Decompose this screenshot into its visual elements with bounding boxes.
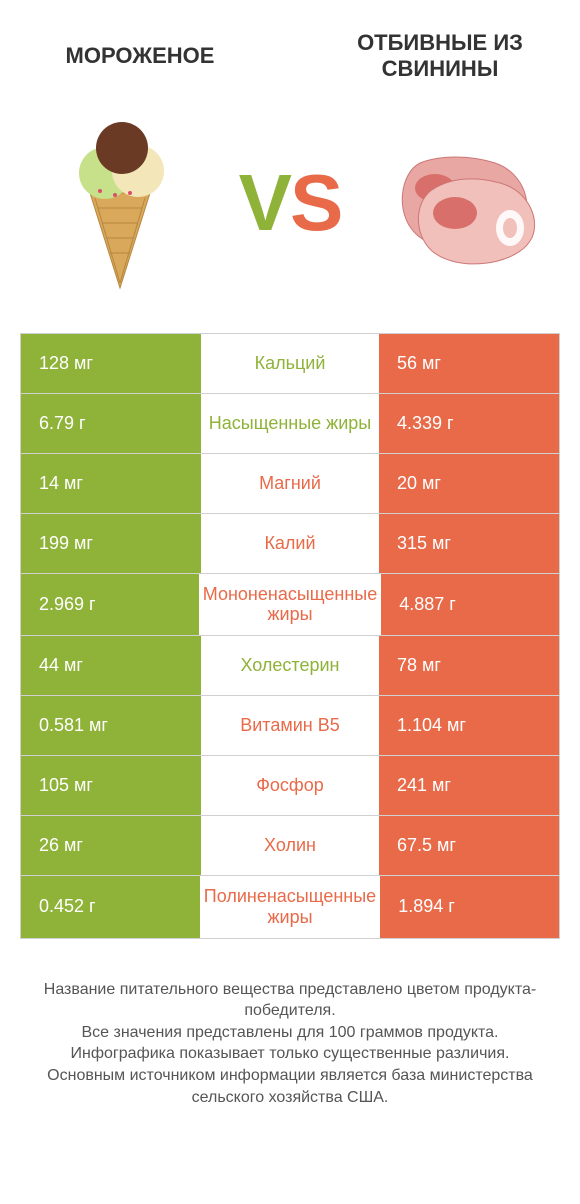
cell-right-value: 4.887 г <box>381 574 559 635</box>
comparison-table: 128 мгКальций56 мг6.79 гНасыщенные жиры4… <box>20 333 560 939</box>
footnote-line: Название питательного вещества представл… <box>30 979 550 1022</box>
table-row: 105 мгФосфор241 мг <box>21 755 559 815</box>
table-row: 2.969 гМононенасыщенные жиры4.887 г <box>21 573 559 635</box>
cell-left-value: 14 мг <box>21 454 201 513</box>
footnote-line: Основным источником информации является … <box>30 1065 550 1108</box>
vs-v-letter: V <box>239 158 290 247</box>
cell-left-value: 128 мг <box>21 334 201 393</box>
table-row: 14 мгМагний20 мг <box>21 453 559 513</box>
table-row: 0.452 гПолиненасыщенные жиры1.894 г <box>21 875 559 937</box>
pork-chop-icon <box>380 113 540 293</box>
footnote-line: Инфографика показывает только существенн… <box>30 1043 550 1065</box>
footnote-line: Все значения представлены для 100 граммо… <box>30 1022 550 1044</box>
cell-nutrient-label: Фосфор <box>201 756 379 815</box>
cell-left-value: 2.969 г <box>21 574 199 635</box>
table-row: 26 мгХолин67.5 мг <box>21 815 559 875</box>
cell-right-value: 1.894 г <box>380 876 559 937</box>
cell-right-value: 20 мг <box>379 454 559 513</box>
vs-label: VS <box>239 163 342 243</box>
cell-right-value: 56 мг <box>379 334 559 393</box>
ice-cream-icon <box>40 113 200 293</box>
cell-left-value: 0.581 мг <box>21 696 201 755</box>
title-left: МОРОЖЕНОЕ <box>30 43 250 69</box>
cell-left-value: 26 мг <box>21 816 201 875</box>
cell-right-value: 1.104 мг <box>379 696 559 755</box>
cell-right-value: 241 мг <box>379 756 559 815</box>
cell-left-value: 199 мг <box>21 514 201 573</box>
cell-nutrient-label: Полиненасыщенные жиры <box>200 876 380 937</box>
cell-nutrient-label: Витамин B5 <box>201 696 379 755</box>
cell-right-value: 67.5 мг <box>379 816 559 875</box>
table-row: 44 мгХолестерин78 мг <box>21 635 559 695</box>
cell-left-value: 6.79 г <box>21 394 201 453</box>
cell-right-value: 78 мг <box>379 636 559 695</box>
title-right: ОТБИВНЫЕ ИЗ СВИНИНЫ <box>330 30 550 83</box>
footnote: Название питательного вещества представл… <box>30 979 550 1109</box>
cell-nutrient-label: Мононенасыщенные жиры <box>199 574 381 635</box>
cell-right-value: 315 мг <box>379 514 559 573</box>
cell-nutrient-label: Кальций <box>201 334 379 393</box>
cell-left-value: 0.452 г <box>21 876 200 937</box>
cell-right-value: 4.339 г <box>379 394 559 453</box>
table-row: 0.581 мгВитамин B51.104 мг <box>21 695 559 755</box>
images-row: VS <box>0 93 580 333</box>
cell-left-value: 44 мг <box>21 636 201 695</box>
table-row: 6.79 гНасыщенные жиры4.339 г <box>21 393 559 453</box>
cell-nutrient-label: Магний <box>201 454 379 513</box>
cell-left-value: 105 мг <box>21 756 201 815</box>
header: МОРОЖЕНОЕ ОТБИВНЫЕ ИЗ СВИНИНЫ <box>0 0 580 93</box>
cell-nutrient-label: Калий <box>201 514 379 573</box>
table-row: 128 мгКальций56 мг <box>21 333 559 393</box>
table-row: 199 мгКалий315 мг <box>21 513 559 573</box>
cell-nutrient-label: Холин <box>201 816 379 875</box>
vs-s-letter: S <box>290 158 341 247</box>
cell-nutrient-label: Насыщенные жиры <box>201 394 379 453</box>
cell-nutrient-label: Холестерин <box>201 636 379 695</box>
